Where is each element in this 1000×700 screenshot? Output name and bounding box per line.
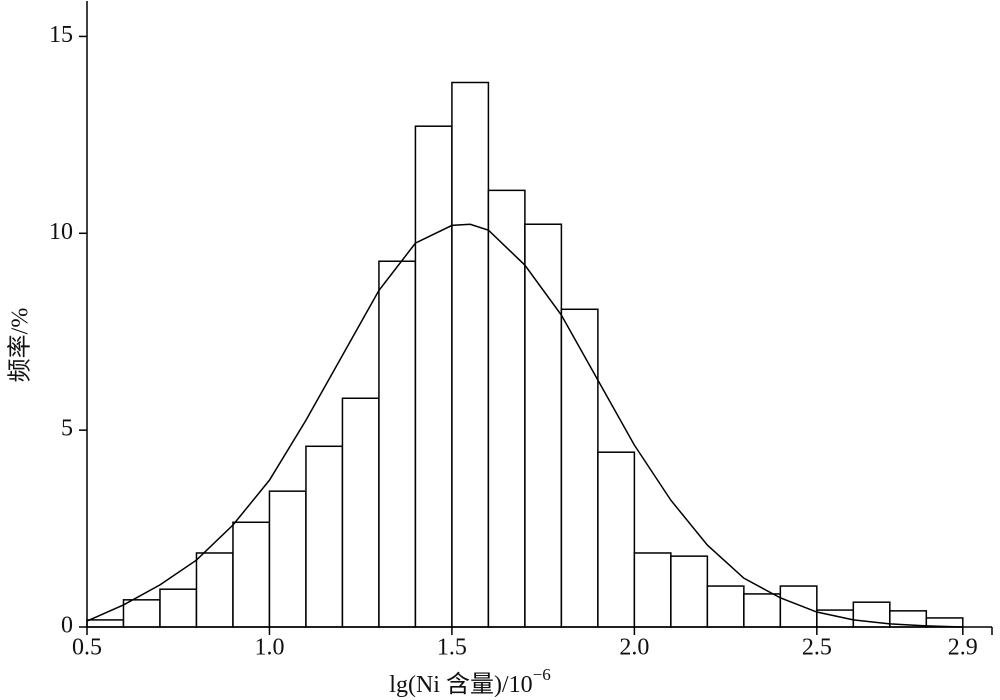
bar [560,308,599,628]
bar [779,585,818,628]
x-tick-label: 0.5 [72,635,102,661]
bar [414,125,453,628]
y-tick-label: 10 [49,219,73,245]
bar [195,552,234,628]
x-tick-label: 1.5 [437,635,467,661]
x-tick-label: 2.0 [619,635,649,661]
bar [122,599,161,628]
bar [597,451,636,628]
x-axis-label: lg(Ni 含量)/10−6 [389,665,550,698]
bar [743,593,782,628]
fit-curve [86,223,963,628]
bar [305,445,344,628]
bar [268,490,307,628]
y-tick-label: 5 [61,416,73,442]
bar [232,521,271,628]
bar [670,555,709,628]
bar [341,397,380,628]
bar [451,81,490,628]
x-tick-label: 2.9 [948,635,978,661]
bar [487,189,526,628]
x-tick-label: 2.5 [802,635,832,661]
y-axis-label: 频率/% [7,308,34,383]
bar [524,223,563,628]
bar [159,588,198,628]
x-axis-label-main: lg(Ni 含量)/10 [389,671,532,698]
x-tick-label: 1.0 [254,635,284,661]
y-tick-label: 0 [61,613,73,639]
x-axis-label-exponent: −6 [533,665,551,684]
bar [86,619,125,628]
bar [633,552,672,628]
bar [378,260,417,628]
y-tick-label: 15 [49,22,73,48]
bar [706,585,745,628]
